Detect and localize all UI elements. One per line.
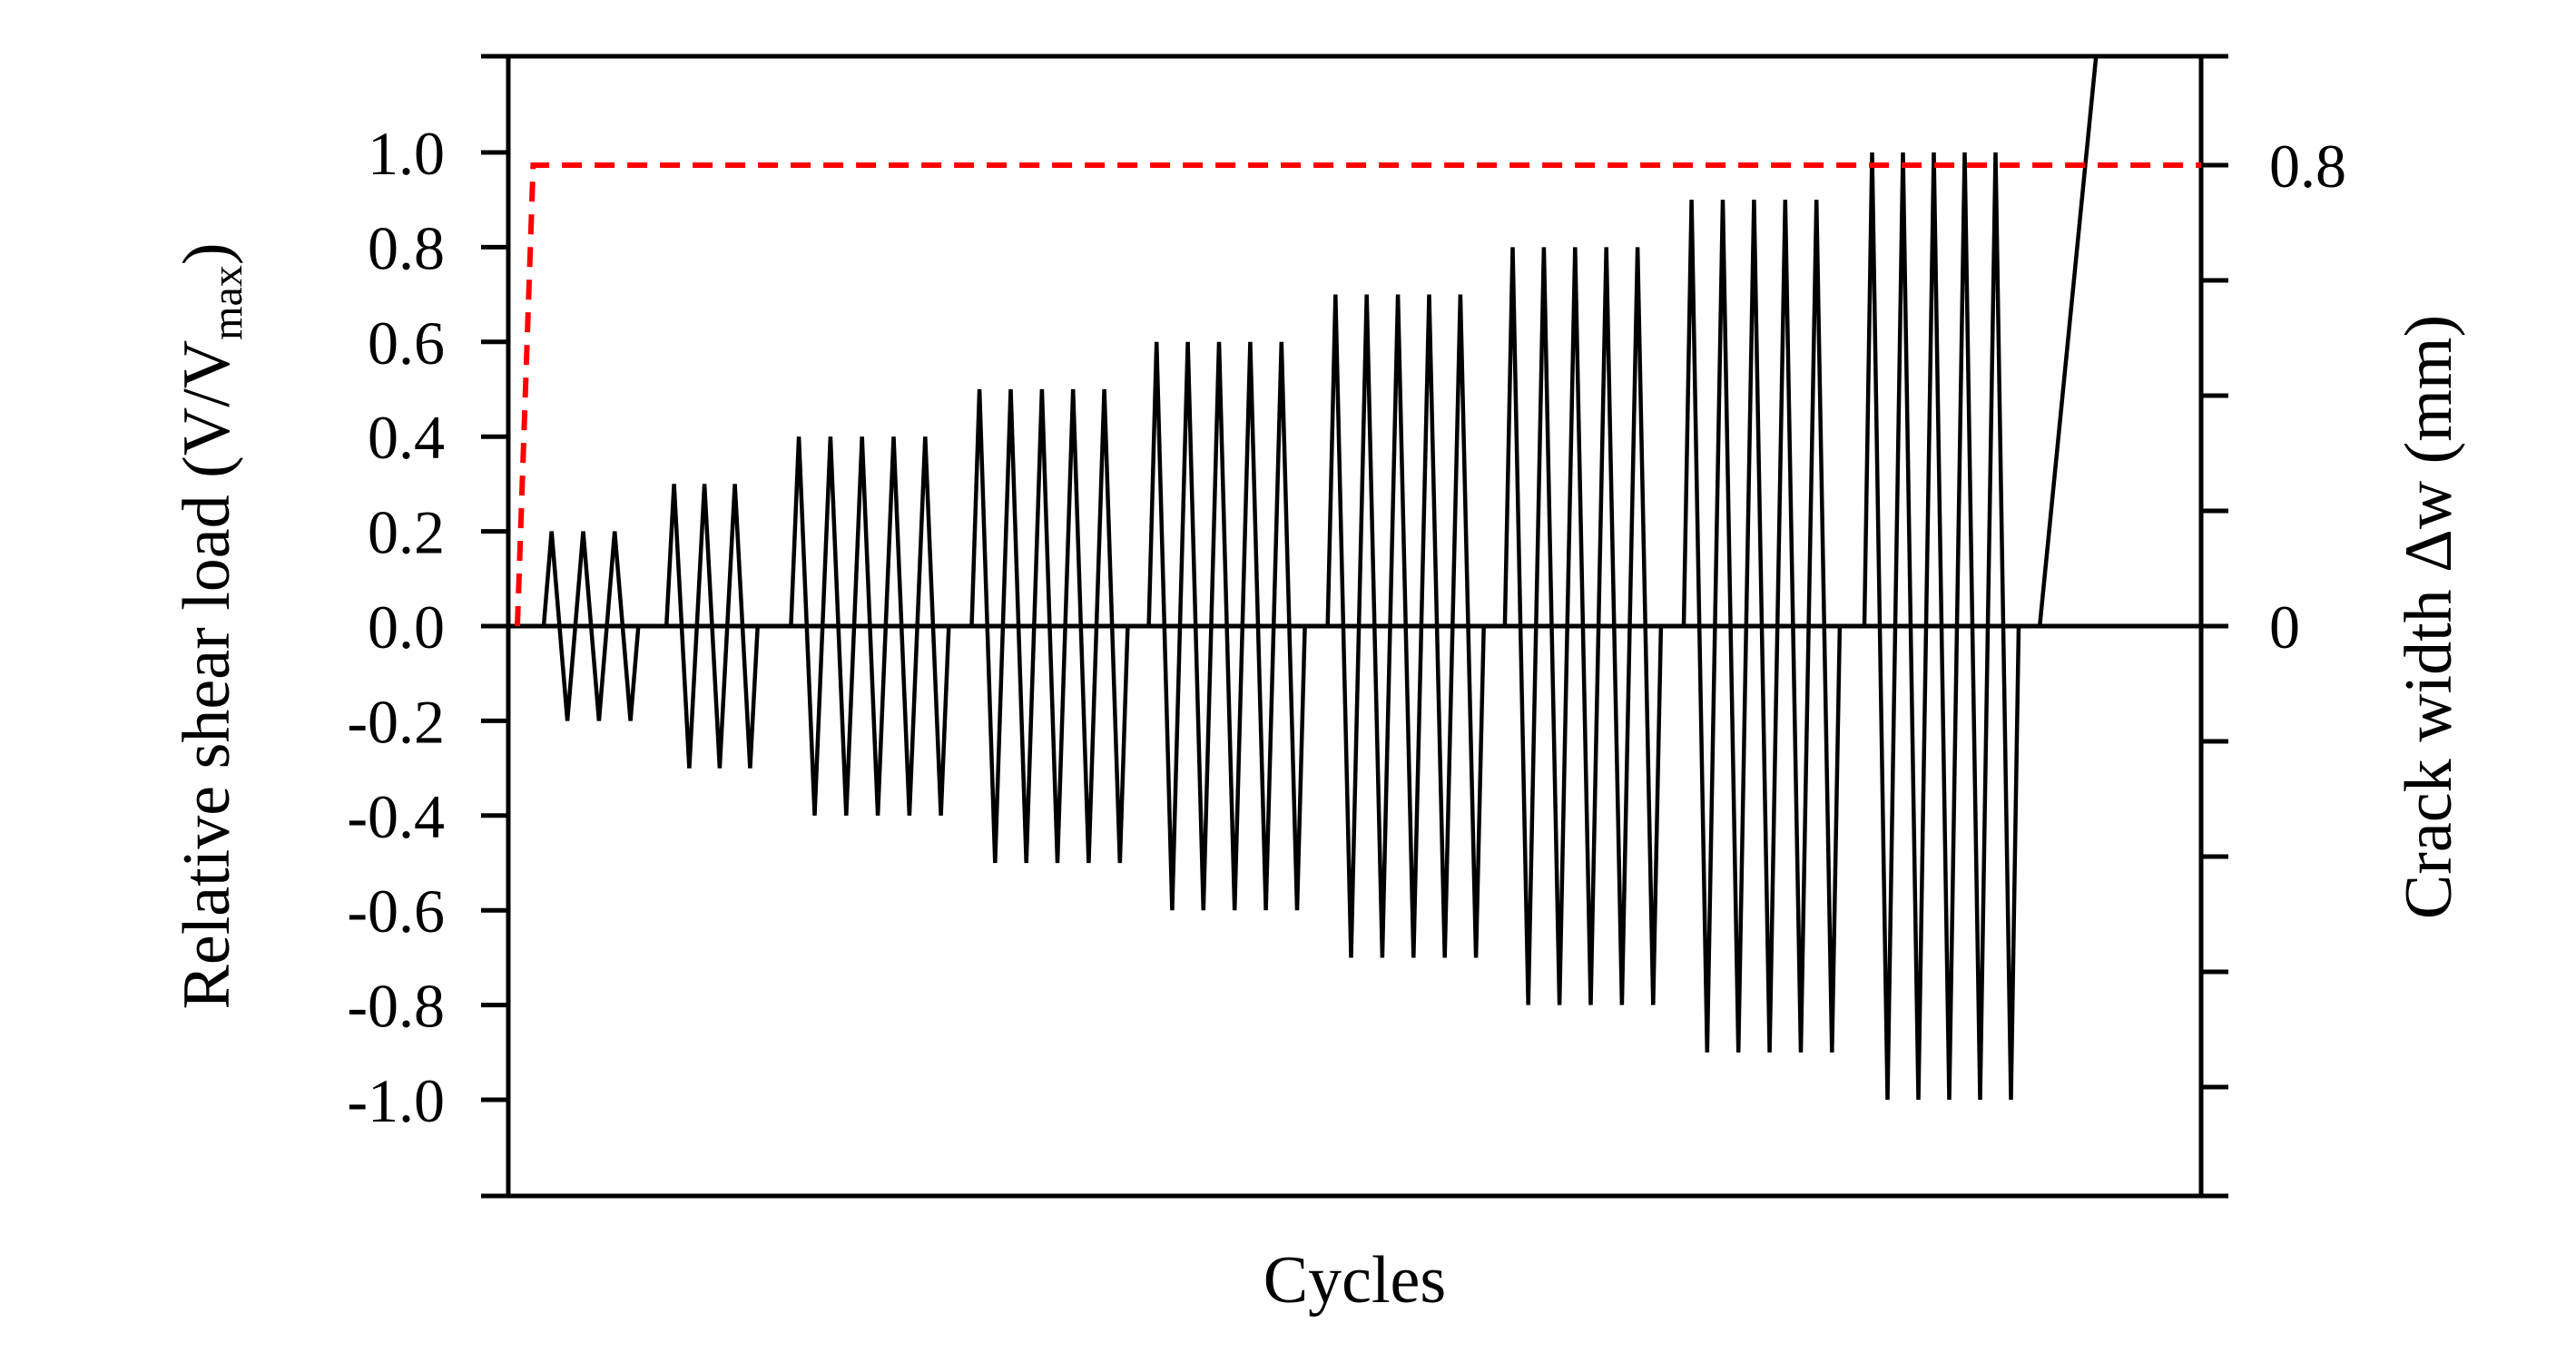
y-left-tick-label: 0.4	[368, 403, 445, 472]
y-left-tick-label: 0.8	[368, 213, 445, 282]
y-right-tick-label: 0	[2269, 593, 2300, 661]
y-axis-right-title: Crack width Δw (mm)	[2392, 315, 2466, 919]
y-left-tick-label: -0.8	[347, 972, 445, 1041]
y-left-tick-label: -0.6	[347, 877, 445, 946]
y-axis-left-title: Relative shear load (V/Vmax)	[170, 243, 251, 1010]
axis-titles: Cycles Relative shear load (V/Vmax) Crac…	[170, 243, 2466, 1318]
y-axis-left-title-main: Relative shear load (V/V	[170, 340, 244, 1010]
y-axis-left-title-sub: max	[203, 265, 251, 340]
series-shear-load-line	[520, 57, 2099, 1101]
y-left-tick-label: 1.0	[368, 119, 445, 188]
chart-labels: 1.0 0.8 0.6 0.4 0.2 0.0 -0.2 -0.4 -0.6 -0.8 -1.0 0.…	[347, 119, 2346, 1135]
y-right-tick-label: 0.8	[2269, 132, 2346, 201]
y-left-tick-label: -0.2	[347, 687, 445, 756]
series-crack-width-line	[515, 162, 2201, 627]
chart-series	[515, 57, 2201, 1101]
y-left-tick-label: 0.6	[368, 309, 445, 377]
y-left-tick-label: 0.2	[368, 498, 445, 567]
y-left-tick-label: -0.4	[347, 782, 445, 851]
y-axis-left-title-close: )	[170, 243, 244, 266]
x-axis-title: Cycles	[1263, 1243, 1446, 1318]
y-left-tick-label: -1.0	[347, 1066, 445, 1135]
y-left-tick-label: 0.0	[368, 593, 445, 661]
